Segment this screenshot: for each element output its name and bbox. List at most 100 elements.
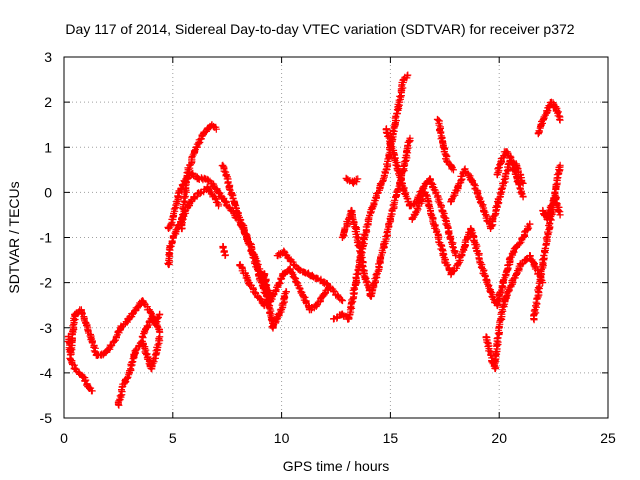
- data-point: [286, 265, 294, 273]
- data-point: [447, 270, 455, 278]
- data-point: [138, 297, 146, 305]
- data-point: [543, 107, 551, 115]
- data-series-w: [534, 98, 564, 138]
- data-point: [493, 202, 501, 210]
- data-point: [214, 202, 222, 210]
- x-axis-label: GPS time / hours: [283, 458, 390, 474]
- data-point: [391, 121, 399, 129]
- data-point: [195, 139, 203, 147]
- data-point: [71, 364, 79, 372]
- data-series-a: [64, 297, 164, 359]
- data-point: [132, 346, 140, 354]
- data-series-p: [382, 125, 460, 260]
- data-point: [552, 193, 560, 201]
- data-series-d: [138, 314, 164, 342]
- y-tick-label: -5: [40, 410, 53, 426]
- data-point: [547, 98, 555, 106]
- data-point: [500, 279, 508, 287]
- data-point: [88, 337, 96, 345]
- data-point: [93, 351, 101, 359]
- data-point: [421, 188, 429, 196]
- data-point: [273, 283, 281, 291]
- data-point: [125, 315, 133, 323]
- data-point: [156, 328, 164, 336]
- data-point: [343, 175, 351, 183]
- data-point: [510, 166, 518, 174]
- data-point: [495, 324, 503, 332]
- data-point: [132, 306, 140, 314]
- data-point: [256, 274, 264, 282]
- data-point: [330, 315, 338, 323]
- data-point: [299, 292, 307, 300]
- data-point: [352, 224, 360, 232]
- data-point: [191, 148, 199, 156]
- data-point: [521, 256, 529, 264]
- data-point: [539, 261, 547, 269]
- data-point: [354, 175, 362, 183]
- data-point: [556, 211, 564, 219]
- data-point: [382, 166, 390, 174]
- data-point: [273, 315, 281, 323]
- data-point: [352, 279, 360, 287]
- data-point: [67, 355, 75, 363]
- data-point: [415, 202, 423, 210]
- data-point: [428, 211, 436, 219]
- data-point: [447, 197, 455, 205]
- data-point: [460, 243, 468, 251]
- x-tick-label: 20: [491, 430, 507, 446]
- data-point: [530, 261, 538, 269]
- data-point: [119, 382, 127, 390]
- data-point: [282, 288, 290, 296]
- data-point: [556, 161, 564, 169]
- data-point: [254, 292, 262, 300]
- data-point: [500, 301, 508, 309]
- data-point: [184, 166, 192, 174]
- data-point: [502, 148, 510, 156]
- data-point: [151, 351, 159, 359]
- x-tick-label: 0: [60, 430, 68, 446]
- data-point: [319, 292, 327, 300]
- y-tick-label: 0: [44, 184, 52, 200]
- data-series-g: [177, 121, 220, 233]
- data-point: [99, 351, 107, 359]
- data-point: [515, 179, 523, 187]
- data-point: [434, 234, 442, 241]
- data-point: [513, 270, 521, 278]
- data-point: [171, 229, 179, 237]
- chart-title: Day 117 of 2014, Sidereal Day-to-day VTE…: [65, 21, 574, 37]
- data-point: [404, 71, 412, 79]
- data-point: [367, 292, 375, 300]
- axis-ticks: 0 5 10 15 20 25 -5 -4 -3 -2 -1 0 1 2 3: [40, 49, 616, 446]
- data-point: [204, 184, 212, 192]
- data-point: [460, 166, 468, 174]
- data-point: [312, 301, 320, 309]
- data-point: [517, 261, 525, 269]
- data-point: [199, 130, 207, 138]
- data-point: [473, 247, 481, 255]
- data-point: [543, 234, 551, 241]
- data-point: [526, 252, 534, 260]
- data-series-i: [219, 243, 229, 260]
- data-point: [441, 256, 449, 264]
- data-point: [138, 333, 146, 341]
- data-point: [454, 261, 462, 269]
- data-point: [480, 206, 488, 214]
- data-point: [493, 301, 501, 309]
- data-point: [513, 243, 521, 251]
- data-point: [164, 224, 172, 232]
- data-point: [343, 220, 351, 228]
- data-point: [467, 224, 475, 232]
- data-point: [84, 382, 92, 390]
- y-tick-label: 2: [44, 94, 52, 110]
- data-point: [519, 234, 527, 241]
- data-point: [164, 261, 172, 269]
- data-point: [406, 202, 414, 210]
- data-point: [399, 76, 407, 84]
- data-point: [360, 234, 368, 241]
- data-point: [221, 197, 229, 205]
- data-point: [345, 315, 353, 323]
- data-point: [219, 161, 227, 169]
- data-point: [547, 202, 555, 210]
- data-point: [482, 333, 490, 341]
